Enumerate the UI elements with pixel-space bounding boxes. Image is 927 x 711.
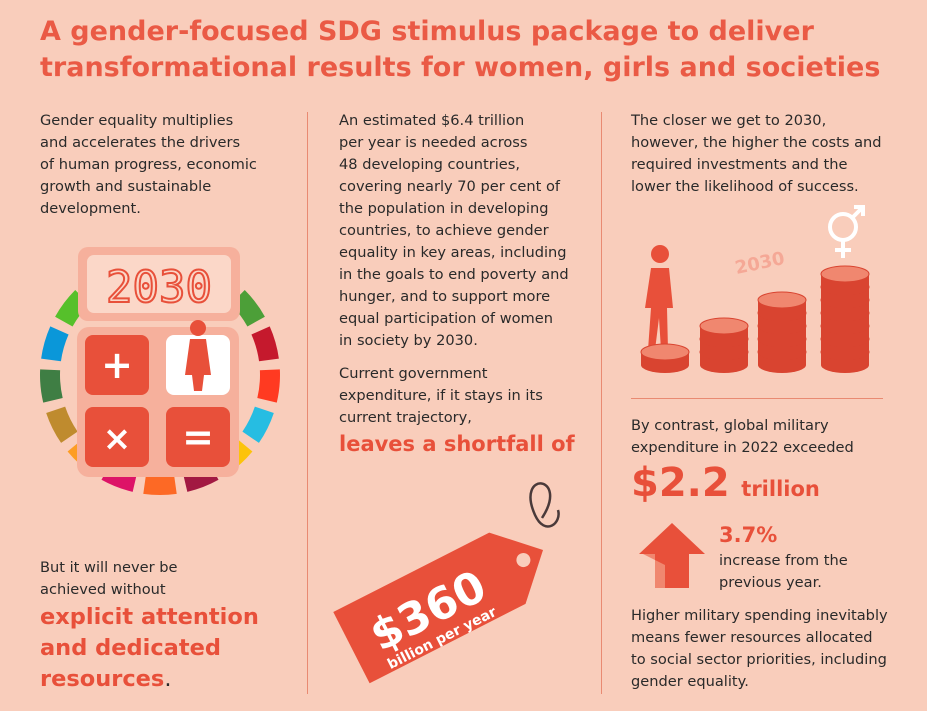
sdg-segment [41,326,69,362]
gender-symbol-icon [828,205,865,258]
sdg-segment [257,369,280,403]
price-tag-illustration: $360 billion per year [333,482,560,684]
woman-walking-icon [645,245,673,350]
illustration-2030-label: 2030 [733,248,786,279]
coin-top [699,317,749,335]
column-divider-2 [601,112,602,694]
col3-closing: Higher military spending inevitably mean… [631,607,888,690]
pct-increase: 3.7% [719,523,778,547]
sdg-segment [242,406,274,443]
up-arrow-icon [639,523,705,588]
col2-current: Current government expenditure, if it st… [339,365,543,426]
col1-emphasis: explicit attention and dedicated resourc… [40,604,259,692]
military-amount: $2.2 trillion [631,460,820,506]
coin-top [640,343,690,361]
col3-contrast: By contrast, global military expenditure… [631,417,854,456]
col1-never: But it will never be achieved without [40,559,178,598]
rising-costs-illustration: 2030 [640,205,870,373]
calculator-display: 2030 [106,262,212,313]
section-divider [631,398,883,399]
coin-top [820,265,870,283]
col3-intro: The closer we get to 2030, however, the … [631,112,882,195]
woman-icon [185,320,211,391]
title-line-2: transformational results for women, girl… [40,52,881,83]
title-line-1: A gender-focused SDG stimulus package to… [40,16,814,47]
calculator-illustration: 2030 + × = [40,247,280,495]
col2-paragraph: An estimated $6.4 trillion per year is n… [339,112,569,349]
shortfall-heading: leaves a shortfall of [339,432,575,456]
times-key-icon: × [103,419,132,459]
sdg-segment [40,369,63,403]
plus-key-icon: + [101,343,133,387]
military-amount-value: $2.2 [631,460,730,506]
pct-description: increase from the previous year. [719,552,848,591]
column-divider-1 [307,112,308,694]
equals-key-icon: = [182,415,214,459]
sdg-segment [143,473,177,495]
coin-top [757,291,807,309]
sdg-segment [251,326,279,362]
page-title: A gender-focused SDG stimulus package to… [40,14,900,86]
sdg-segment [46,406,78,443]
sdg-segment [230,290,265,327]
coin-stacks [640,265,870,373]
col1-intro: Gender equality multiplies and accelerat… [40,112,257,217]
military-amount-unit: trillion [741,477,820,501]
